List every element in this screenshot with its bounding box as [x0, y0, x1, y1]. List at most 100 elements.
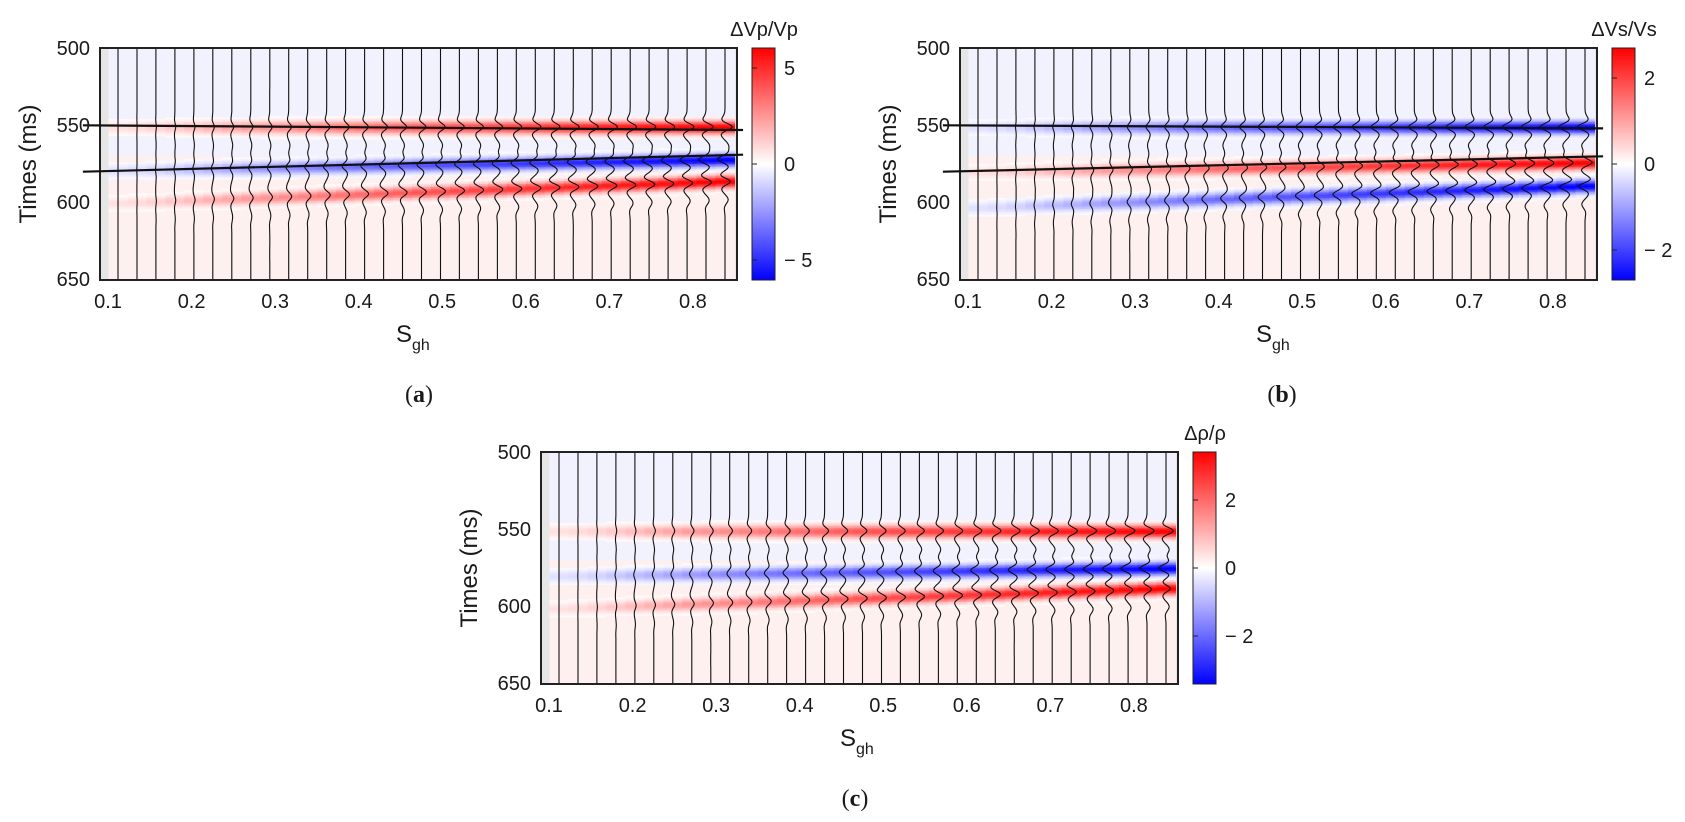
y-tick: 500 [917, 38, 950, 60]
wiggle-trace [932, 452, 945, 684]
wiggle-trace [266, 48, 273, 280]
x-axis-label-subscript: gh [856, 741, 874, 758]
colorbar-tick: 0 [1225, 558, 1236, 580]
x-tick: 0.4 [1205, 291, 1233, 313]
wiggle-trace [633, 452, 637, 684]
y-tick: 600 [57, 192, 90, 214]
wiggle-trace [876, 452, 888, 684]
wiggle-trace [585, 48, 599, 280]
x-tick: 0.1 [954, 291, 982, 313]
wiggle-trace [1107, 48, 1114, 280]
panel-b: 500 550 600 650 0.1 0.2 0.3 0.4 0.5 0.6 0.7 0.8… [875, 19, 1672, 408]
panel-caption-a: (a) [405, 382, 433, 408]
wiggle-trace [838, 452, 849, 684]
wiggle-trace [1045, 452, 1060, 684]
wiggle-trace [819, 452, 830, 684]
horizon-line [942, 124, 1604, 130]
wiggle-trace [1220, 48, 1229, 280]
x-tick: 0.6 [1372, 291, 1400, 313]
wiggle-trace [1026, 452, 1040, 684]
x-tick: 0.7 [1036, 695, 1064, 717]
wiggle-trace [707, 452, 714, 684]
wiggle-trace [435, 48, 446, 280]
x-tick: 0.8 [679, 291, 707, 313]
y-axis-label-a: Times (ms) [15, 104, 42, 223]
x-ticks-a: 0.1 0.2 0.3 0.4 0.5 0.6 0.7 0.8 [94, 291, 707, 313]
wiggle-trace [679, 48, 695, 280]
wiggle-trace [1407, 48, 1421, 280]
wiggle-trace [1014, 48, 1017, 280]
wiggle-trace [1033, 48, 1037, 280]
wiggle-trace [894, 452, 907, 684]
panel-a: 500 550 600 650 0.1 0.2 0.3 0.4 0.5 0.6 0.7 0.8… [15, 19, 812, 408]
wiggle-trace [660, 48, 676, 280]
wiggle-trace [491, 48, 504, 280]
wiggle-trace [951, 452, 964, 684]
wiggle-trace [1388, 48, 1402, 280]
x-tick: 0.3 [1121, 291, 1149, 313]
wiggle-trace [1577, 48, 1593, 280]
wiggle-trace [248, 48, 254, 280]
wiggle-trace [1201, 48, 1210, 280]
x-tick: 0.1 [94, 291, 122, 313]
wiggle-trace [154, 48, 157, 280]
wiggle-trace [857, 452, 868, 684]
y-tick: 600 [917, 192, 950, 214]
x-tick: 0.4 [345, 291, 373, 313]
wiggle-trace [304, 48, 312, 280]
wiggle-traces-a [117, 48, 733, 280]
wiggle-trace [688, 452, 695, 684]
wiggle-trace [1139, 452, 1155, 684]
x-tick: 0.2 [619, 695, 647, 717]
wiggle-trace [1082, 452, 1098, 684]
wiggle-trace [1007, 452, 1021, 684]
wiggle-trace [1464, 48, 1479, 280]
horizon-line [82, 124, 744, 132]
y-axis-label-b: Times (ms) [875, 104, 902, 223]
wiggle-trace [989, 452, 1002, 684]
wiggle-trace [1052, 48, 1056, 280]
colorbar-title-a: ΔVp/Vp [730, 19, 798, 41]
wiggle-trace [1445, 48, 1459, 280]
wiggle-trace [1351, 48, 1364, 280]
wiggle-traces-c [558, 452, 1174, 684]
wiggle-trace [1070, 48, 1075, 280]
x-tick: 0.5 [1288, 291, 1316, 313]
panel-caption-letter: a [413, 382, 425, 408]
wiggle-trace [670, 452, 676, 684]
x-tick: 0.8 [1539, 291, 1567, 313]
wiggle-trace [285, 48, 293, 280]
y-tick: 550 [498, 519, 531, 541]
x-axis-label-a: Sgh [396, 321, 430, 354]
wiggle-trace [614, 452, 618, 684]
wiggle-trace [1145, 48, 1153, 280]
wiggle-trace [1126, 48, 1133, 280]
heatmap-a [100, 48, 737, 281]
colorbar-ticks-b: 2 0 − 2 [1612, 68, 1672, 262]
wiggle-trace [229, 48, 235, 280]
colorbar-tick: 2 [1644, 68, 1655, 90]
x-ticks-c: 0.1 0.2 0.3 0.4 0.5 0.6 0.7 0.8 [535, 695, 1148, 717]
colorbar-ticks-c: 2 0 − 2 [1193, 490, 1253, 648]
wiggle-trace [1369, 48, 1383, 280]
horizon-line [942, 155, 1604, 173]
x-tick: 0.2 [1038, 291, 1066, 313]
y-tick: 650 [498, 673, 531, 695]
wiggle-trace [763, 452, 772, 684]
horizon-lines-a [82, 124, 744, 173]
x-axis-label-c: Sgh [840, 725, 874, 758]
wiggle-trace [1158, 452, 1174, 684]
x-axis-label-subscript: gh [412, 337, 430, 354]
wiggle-trace [472, 48, 485, 280]
wiggle-trace [192, 48, 196, 280]
wiggle-trace [913, 452, 926, 684]
wiggle-trace [1313, 48, 1325, 280]
y-ticks-a: 500 550 600 650 [57, 38, 90, 291]
x-tick: 0.6 [512, 291, 540, 313]
wiggle-trace [547, 48, 561, 280]
wiggle-trace [801, 452, 811, 684]
wiggle-trace [641, 48, 657, 280]
x-axis-label-b: Sgh [1256, 321, 1290, 354]
x-axis-label-subscript: gh [1272, 337, 1290, 354]
